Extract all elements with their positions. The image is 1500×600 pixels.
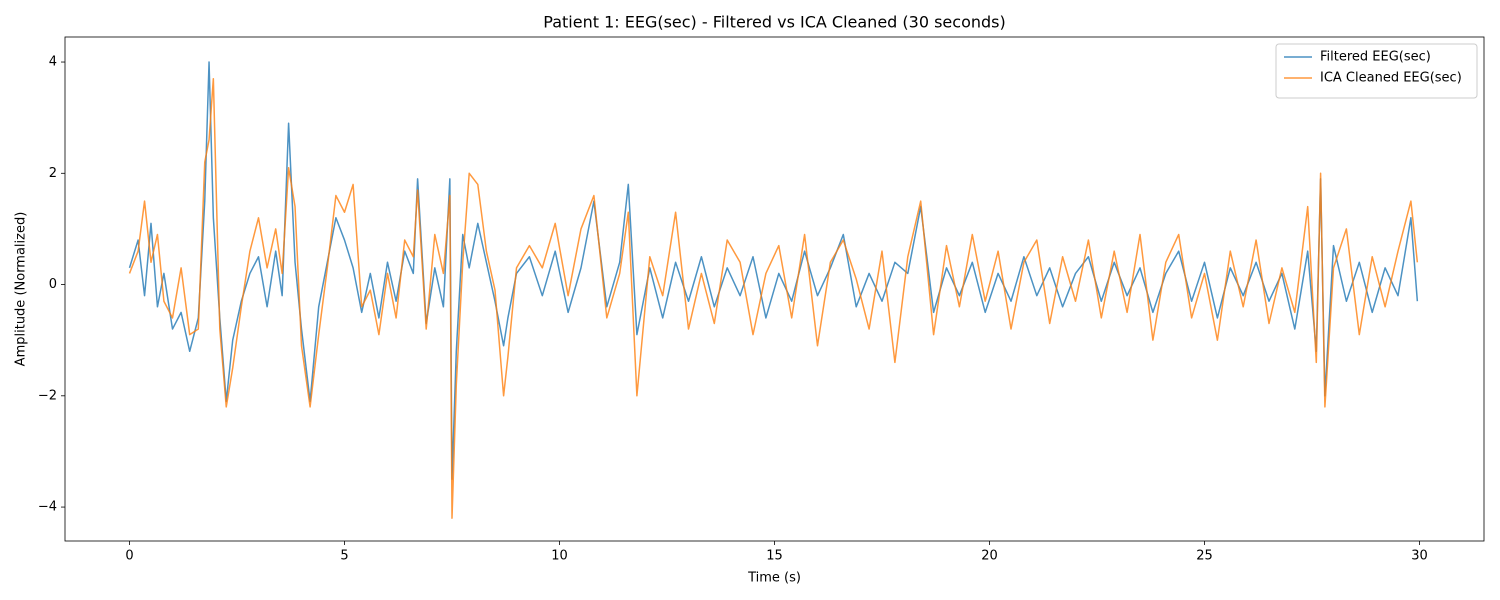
legend: Filtered EEG(sec) ICA Cleaned EEG(sec) [1275, 43, 1478, 99]
x-tick-label: 25 [1196, 549, 1213, 564]
y-tick-label: 2 [49, 166, 57, 181]
x-tick-label: 0 [125, 549, 133, 564]
data-line [128, 61, 1419, 480]
legend-label: Filtered EEG(sec) [1320, 50, 1431, 65]
legend-box [1275, 43, 1478, 99]
x-tick-label: 10 [551, 549, 568, 564]
x-tick-label: 20 [981, 549, 998, 564]
data-line [128, 77, 1419, 519]
x-tick-label: 30 [1411, 549, 1428, 564]
x-tick-label: 5 [340, 549, 348, 564]
y-tick-label: −4 [38, 500, 57, 515]
chart-title: Patient 1: EEG(sec) - Filtered vs ICA Cl… [543, 13, 1005, 32]
x-tick-label: 15 [766, 549, 783, 564]
y-axis-label: Amplitude (Normalized) [14, 212, 29, 367]
y-tick-label: 4 [49, 55, 57, 70]
plot-frame [64, 36, 1485, 542]
x-axis-label: Time (s) [747, 571, 801, 586]
y-tick-label: 0 [49, 277, 57, 292]
legend-label: ICA Cleaned EEG(sec) [1320, 71, 1462, 86]
y-tick-label: −2 [38, 388, 57, 403]
